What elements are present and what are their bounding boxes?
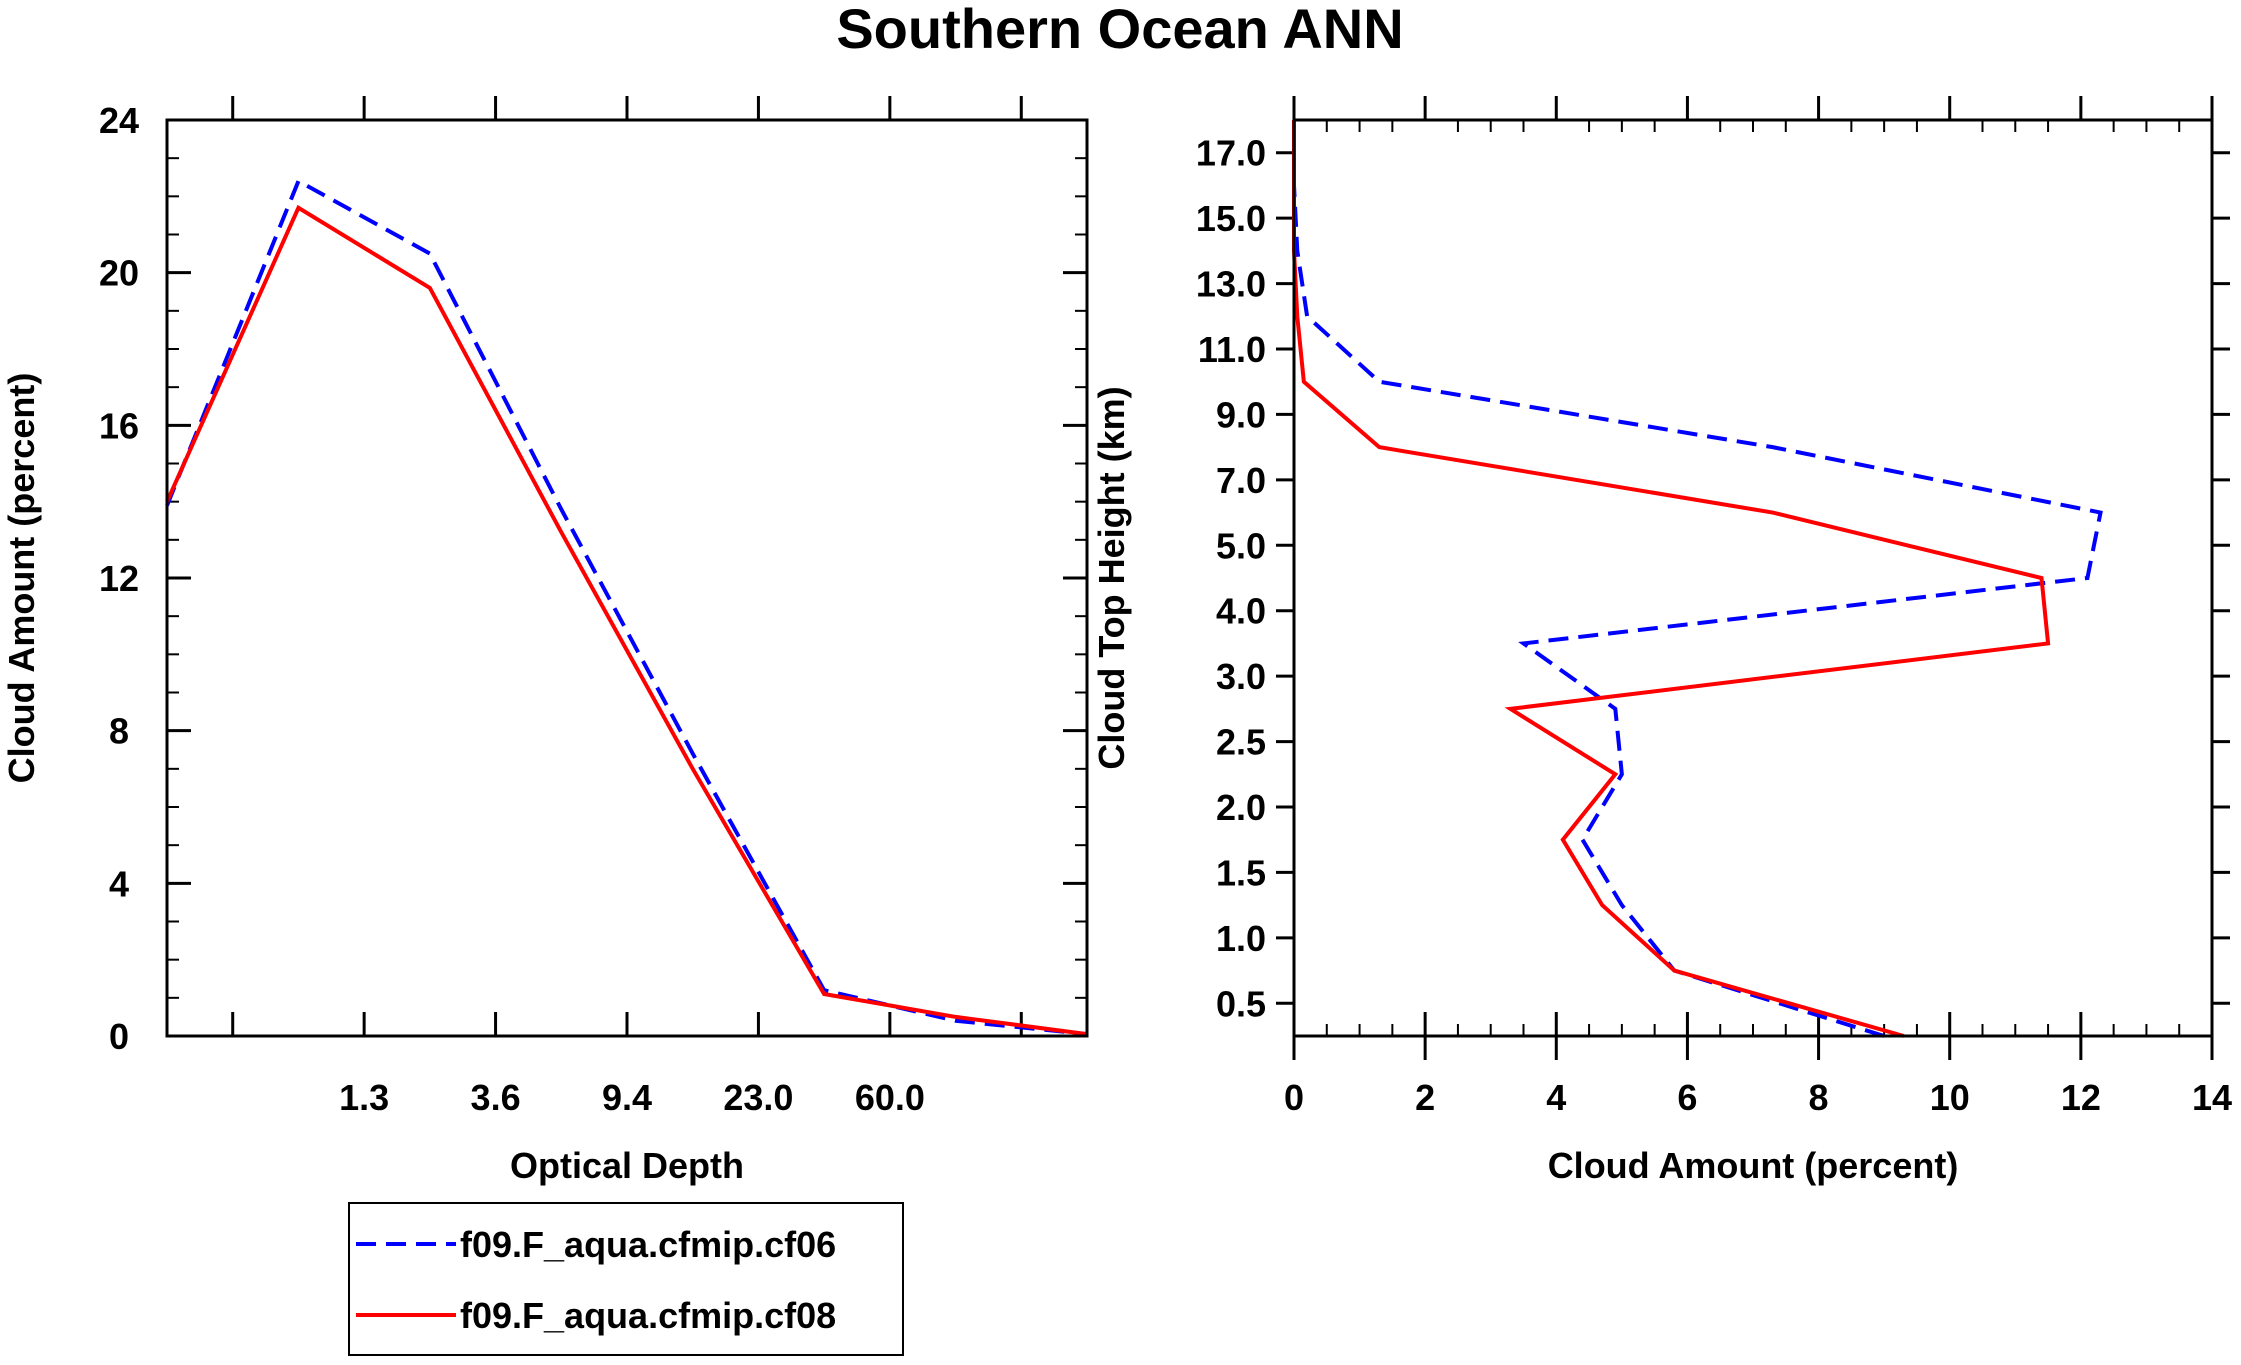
left-y-tick-label: 12 xyxy=(99,558,139,599)
legend-box xyxy=(348,1202,904,1356)
right-x-tick-label: 14 xyxy=(2192,1077,2232,1118)
left-x-axis-label: Optical Depth xyxy=(510,1145,744,1186)
left-y-tick-label: 20 xyxy=(99,253,139,294)
left-chart: 1.3 3.6 9.4 23.0 60.0 0 4 8 12 16 20 24 Optical De… xyxy=(1,96,1089,1186)
right-chart: 0 2 4 6 8 10 12 14 0.5 1.0 1.5 2.0 2.5 3.0 4.0 5.0 7.0 9… xyxy=(1091,96,2232,1186)
left-x-tick-label: 3.6 xyxy=(471,1077,521,1118)
left-x-tick-label: 23.0 xyxy=(723,1077,793,1118)
left-plot-frame xyxy=(165,118,1089,1038)
right-y-tick-label: 3.0 xyxy=(1216,656,1266,697)
right-y-tick-label: 2.5 xyxy=(1216,722,1266,763)
right-x-tick-label: 12 xyxy=(2061,1077,2101,1118)
left-x-tick-label: 1.3 xyxy=(339,1077,389,1118)
right-y-tick-label: 2.0 xyxy=(1216,787,1266,828)
right-y-tick-label: 9.0 xyxy=(1216,394,1266,435)
left-y-tick-label: 16 xyxy=(99,405,139,446)
left-y-tick-label: 24 xyxy=(99,100,139,141)
chart-title: Southern Ocean ANN xyxy=(836,0,1403,60)
right-y-tick-label: 11.0 xyxy=(1198,329,1266,370)
left-series-line-1 xyxy=(165,204,1088,1037)
right-y-tick-label: 7.0 xyxy=(1216,460,1266,501)
right-x-tick-label: 0 xyxy=(1284,1077,1304,1118)
legend: f09.F_aqua.cfmip.cf06 f09.F_aqua.cfmip.c… xyxy=(348,1202,904,1356)
left-y-tick-label: 0 xyxy=(109,1016,129,1057)
right-x-tick-label: 8 xyxy=(1809,1077,1829,1118)
right-x-axis-label: Cloud Amount (percent) xyxy=(1548,1145,1959,1186)
left-y-tick-label: 8 xyxy=(109,711,129,752)
right-series-line-0 xyxy=(1292,120,2103,1038)
right-y-axis-label: Cloud Top Height (km) xyxy=(1091,386,1132,769)
right-y-tick-label: 1.0 xyxy=(1216,918,1266,959)
right-x-tick-label: 6 xyxy=(1677,1077,1697,1118)
left-x-tick-label: 60.0 xyxy=(855,1077,925,1118)
right-y-tick-label: 4.0 xyxy=(1216,591,1266,632)
right-plot-frame xyxy=(1292,118,2214,1038)
right-y-tick-label: 0.5 xyxy=(1216,983,1266,1024)
legend-label-cf08: f09.F_aqua.cfmip.cf08 xyxy=(460,1295,836,1336)
right-x-tick-label: 2 xyxy=(1415,1077,1435,1118)
right-x-tick-label: 4 xyxy=(1546,1077,1566,1118)
right-y-tick-label: 13.0 xyxy=(1196,264,1266,305)
right-y-tick-label: 17.0 xyxy=(1196,133,1266,174)
right-series-line-1 xyxy=(1292,120,2051,1038)
legend-label-cf06: f09.F_aqua.cfmip.cf06 xyxy=(460,1224,836,1265)
left-series-line-0 xyxy=(165,178,1088,1037)
right-y-tick-label: 15.0 xyxy=(1196,198,1266,239)
right-y-tick-label: 1.5 xyxy=(1216,852,1266,893)
right-x-tick-label: 10 xyxy=(1930,1077,1970,1118)
right-y-tick-label: 5.0 xyxy=(1216,525,1266,566)
left-y-tick-label: 4 xyxy=(109,863,129,904)
left-x-tick-label: 9.4 xyxy=(602,1077,652,1118)
left-y-axis-label: Cloud Amount (percent) xyxy=(1,373,42,784)
